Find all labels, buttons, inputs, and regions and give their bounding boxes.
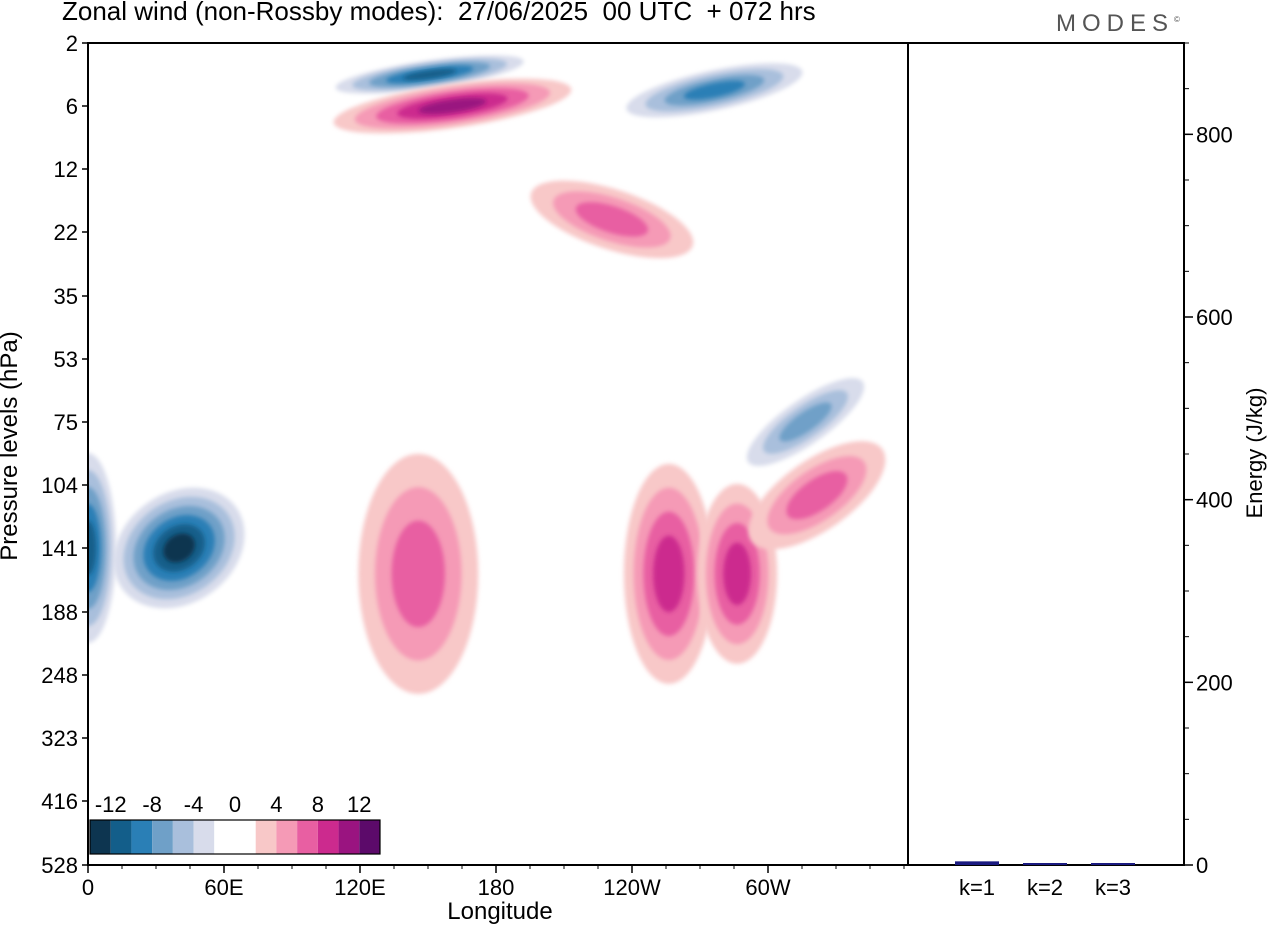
y-tick-label: 416 bbox=[41, 789, 78, 814]
energy-plot-frame bbox=[907, 42, 1185, 866]
y-tick-label: 141 bbox=[41, 536, 78, 561]
energy-tick-label: 400 bbox=[1196, 488, 1233, 513]
wind-contour bbox=[163, 533, 195, 563]
colorbar-swatch bbox=[214, 820, 235, 854]
colorbar: -12 -8 -4 0 4 8 12 bbox=[89, 792, 381, 855]
x-axis-label: Longitude bbox=[447, 898, 553, 925]
colorbar-swatch bbox=[110, 820, 132, 854]
energy-category-label: k=3 bbox=[1095, 875, 1131, 900]
colorbar-label: 8 bbox=[312, 792, 324, 817]
colorbar-label: 4 bbox=[270, 792, 282, 817]
y-tick-label: 35 bbox=[54, 284, 78, 309]
y-tick-label: 188 bbox=[41, 600, 78, 625]
wind-contour bbox=[683, 80, 746, 100]
wind-contour bbox=[402, 69, 457, 80]
energy-tick-label: 200 bbox=[1196, 670, 1233, 695]
y-ticks: 2 6 12 22 35 53 75 104 141 188 248 323 416 528 bbox=[41, 31, 88, 878]
x-tick-label: 0 bbox=[82, 875, 94, 900]
energy-category-label: k=1 bbox=[959, 875, 995, 900]
colorbar-label: -8 bbox=[142, 792, 162, 817]
colorbar-swatch bbox=[172, 820, 194, 854]
colorbar-swatch bbox=[338, 820, 360, 854]
y-tick-label: 12 bbox=[54, 157, 78, 182]
energy-tick-label: 600 bbox=[1196, 305, 1233, 330]
wind-contour bbox=[391, 520, 445, 628]
x-tick-label: 180 bbox=[478, 875, 515, 900]
colorbar-swatch bbox=[131, 820, 153, 854]
colorbar-swatch bbox=[359, 820, 380, 854]
y-tick-label: 2 bbox=[66, 31, 78, 56]
y-tick-label: 75 bbox=[54, 410, 78, 435]
wind-field bbox=[88, 55, 886, 694]
colorbar-swatch bbox=[235, 820, 256, 854]
colorbar-swatch bbox=[297, 820, 318, 854]
colorbar-swatch bbox=[317, 820, 339, 854]
x-tick-label: 120E bbox=[334, 875, 385, 900]
y-tick-label: 22 bbox=[54, 220, 78, 245]
x-tick-label: 60E bbox=[204, 875, 243, 900]
wind-contour bbox=[88, 520, 96, 576]
y-tick-label: 53 bbox=[54, 347, 78, 372]
y-tick-label: 104 bbox=[41, 473, 78, 498]
y-tick-label: 248 bbox=[41, 663, 78, 688]
colorbar-swatch bbox=[255, 820, 277, 854]
x-tick-label: 60W bbox=[745, 875, 790, 900]
modes-logo: MODES© bbox=[1056, 10, 1180, 38]
wind-contour bbox=[779, 402, 832, 442]
colorbar-swatch bbox=[90, 820, 111, 854]
colorbar-swatch bbox=[276, 820, 298, 854]
energy-bar bbox=[1091, 863, 1135, 865]
energy-tick-label: 800 bbox=[1196, 122, 1233, 147]
energy-bar bbox=[955, 861, 999, 865]
colorbar-frame bbox=[89, 819, 381, 855]
wind-contour bbox=[786, 471, 848, 520]
wind-contour bbox=[418, 98, 487, 114]
wind-contour bbox=[575, 202, 649, 237]
y-tick-label: 528 bbox=[41, 853, 78, 878]
registered-mark: © bbox=[1174, 15, 1180, 24]
brand-text: MODES bbox=[1056, 10, 1175, 37]
energy-bar bbox=[1023, 863, 1067, 865]
colorbar-swatch bbox=[152, 820, 173, 854]
colorbar-label: -12 bbox=[95, 792, 127, 817]
y-tick-label: 323 bbox=[41, 726, 78, 751]
colorbar-label: -4 bbox=[184, 792, 204, 817]
colorbar-label: 12 bbox=[347, 792, 371, 817]
colorbar-label: 0 bbox=[229, 792, 241, 817]
wind-contour bbox=[653, 535, 685, 613]
x-tick-label: 120W bbox=[603, 875, 661, 900]
energy-tick-label: 0 bbox=[1196, 853, 1208, 878]
colorbar-swatch bbox=[193, 820, 215, 854]
x-ticks: 0 60E 120E 180 120W 60W bbox=[82, 865, 905, 900]
energy-bars: 0 200 400 600 800 k=1 k=2 k=3 bbox=[955, 42, 1233, 900]
energy-category-label: k=2 bbox=[1027, 875, 1063, 900]
chart-title: Zonal wind (non-Rossby modes): 27/06/202… bbox=[62, 0, 816, 26]
y-tick-label: 6 bbox=[66, 94, 78, 119]
wind-contour bbox=[723, 542, 752, 606]
